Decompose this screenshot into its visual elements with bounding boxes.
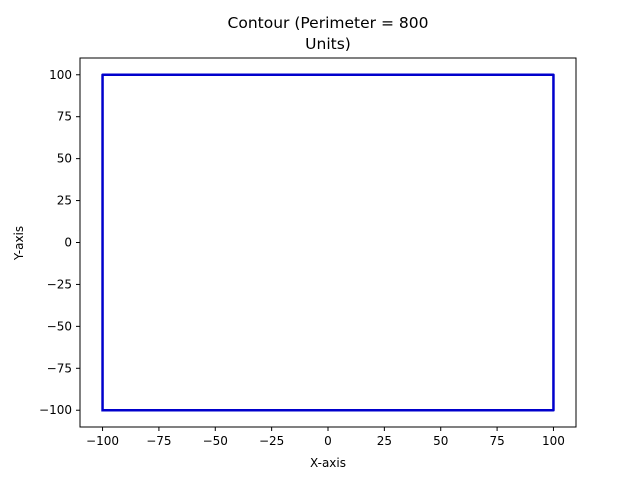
x-tick-label: −75	[146, 434, 171, 448]
x-tick-label: −50	[203, 434, 228, 448]
x-tick-label: 75	[489, 434, 504, 448]
y-tick-label: −25	[47, 277, 72, 291]
x-tick-label: 0	[324, 434, 332, 448]
chart-title-line-2: Units)	[305, 35, 351, 53]
x-tick-label: 50	[433, 434, 448, 448]
y-tick-label: 25	[57, 194, 72, 208]
y-tick-label: 75	[57, 110, 72, 124]
series-line-0	[101, 73, 555, 412]
chart-title-line-1: Contour (Perimeter = 800	[228, 14, 429, 32]
chart-title: Contour (Perimeter = 800 Units)	[228, 14, 429, 53]
y-tick-label: 100	[49, 68, 72, 82]
x-tick-label: −25	[259, 434, 284, 448]
y-axis-label: Y-axis	[12, 226, 26, 261]
plot-area: −100 −75 −50 −25 0 25 50 75 100 −100 −75 −50 −25 0 25 5…	[39, 57, 577, 448]
x-axis-label: X-axis	[310, 456, 346, 470]
x-tick-label: 100	[542, 434, 565, 448]
y-tick-label: −50	[47, 319, 72, 333]
y-tick-label: 50	[57, 152, 72, 166]
x-tick-label: −100	[86, 434, 119, 448]
y-tick-label: 0	[64, 236, 72, 250]
x-tick-label: 25	[377, 434, 392, 448]
y-tick-label: −100	[39, 403, 72, 417]
y-tick-label: −75	[47, 361, 72, 375]
